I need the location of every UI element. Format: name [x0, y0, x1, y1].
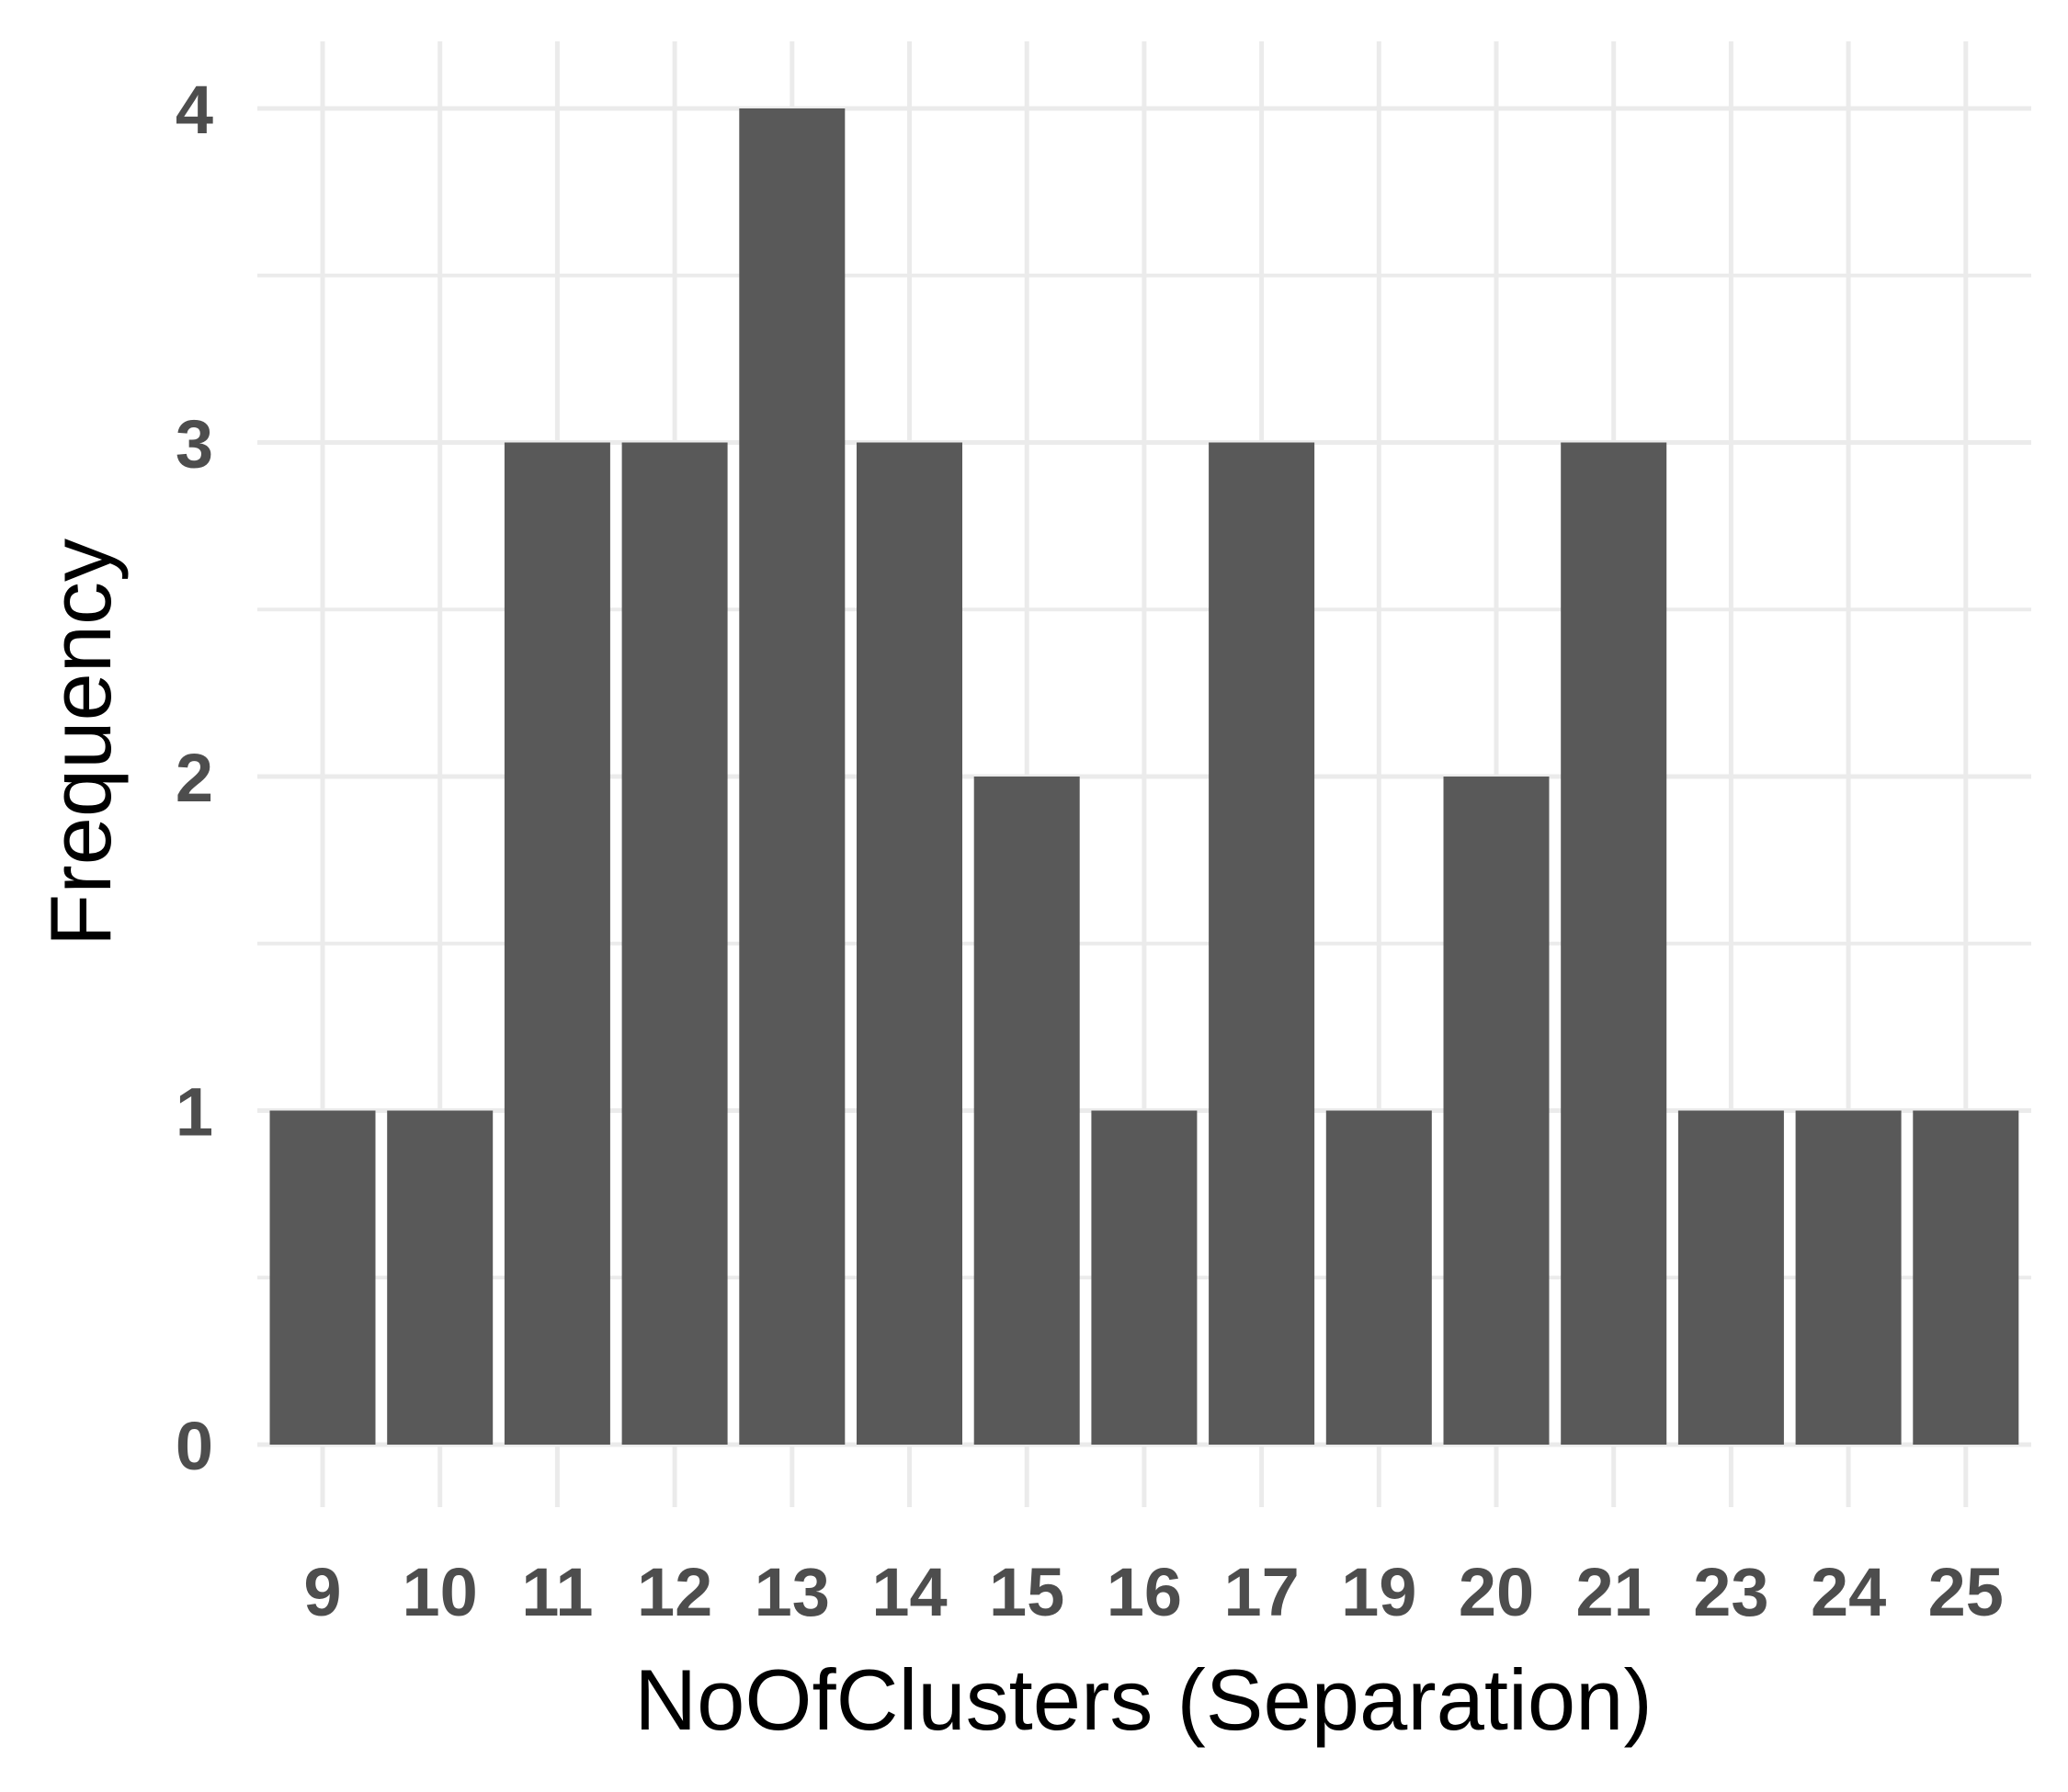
bar-21	[1561, 442, 1667, 1445]
x-tick-label: 16	[1107, 1554, 1182, 1630]
x-axis-ticks: 9 10 11 12 13 14 15 16 17 19 20 21 23 24 25	[303, 1554, 2004, 1630]
y-tick-label: 4	[176, 72, 213, 148]
bars	[269, 108, 2019, 1445]
x-tick-label: 14	[871, 1554, 947, 1630]
bar-16	[1091, 1110, 1198, 1445]
bar-14	[857, 442, 962, 1445]
x-tick-label: 11	[521, 1554, 593, 1630]
bar-23	[1677, 1110, 1784, 1445]
x-tick-label: 21	[1576, 1554, 1652, 1630]
x-tick-label: 9	[303, 1554, 341, 1630]
bar-24	[1795, 1110, 1902, 1445]
x-axis-title: NoOfClusters (Separation)	[634, 1651, 1653, 1748]
bar-19	[1325, 1110, 1432, 1445]
bar-20	[1443, 777, 1550, 1445]
x-tick-label: 25	[1928, 1554, 2004, 1630]
x-tick-label: 19	[1341, 1554, 1416, 1630]
x-tick-label: 24	[1811, 1554, 1886, 1630]
bar-17	[1209, 442, 1315, 1445]
bar-15	[973, 777, 1080, 1445]
y-axis-ticks: 0 1 2 3 4	[176, 72, 213, 1484]
y-tick-label: 2	[176, 740, 213, 816]
x-tick-label: 10	[403, 1554, 478, 1630]
bar-12	[621, 442, 728, 1445]
y-tick-label: 3	[176, 406, 213, 482]
x-tick-label: 12	[637, 1554, 712, 1630]
y-axis-title: Frequency	[32, 539, 129, 947]
x-tick-label: 20	[1459, 1554, 1534, 1630]
bar-11	[504, 442, 610, 1445]
bar-9	[269, 1110, 376, 1445]
bar-25	[1913, 1110, 2019, 1445]
x-tick-label: 17	[1223, 1554, 1299, 1630]
y-tick-label: 0	[176, 1408, 213, 1484]
bar-13	[739, 108, 846, 1445]
x-tick-label: 23	[1693, 1554, 1768, 1630]
y-tick-label: 1	[176, 1074, 213, 1151]
x-tick-label: 15	[989, 1554, 1064, 1630]
x-tick-label: 13	[755, 1554, 830, 1630]
bar-10	[387, 1110, 494, 1445]
